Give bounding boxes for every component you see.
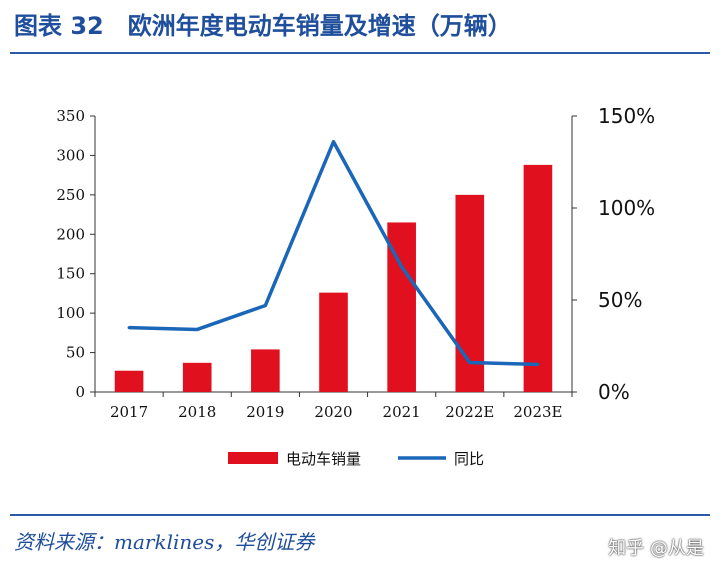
right-tick-label: 0% bbox=[598, 380, 630, 404]
yoy-point bbox=[195, 327, 199, 331]
legend-bar-label: 电动车销量 bbox=[286, 450, 361, 468]
right-tick-label: 100% bbox=[598, 196, 655, 220]
left-tick-label: 0 bbox=[75, 383, 85, 401]
yoy-point bbox=[332, 140, 335, 144]
yoy-point bbox=[536, 362, 540, 366]
x-tick-label: 2023E bbox=[513, 403, 562, 421]
right-tick-label: 150% bbox=[598, 104, 655, 128]
watermark: 知乎 @从是 bbox=[608, 538, 704, 559]
left-tick-label: 200 bbox=[56, 225, 85, 243]
bar bbox=[114, 370, 144, 392]
tick-labels: 0 50 100 150 200 250 300 350 0% 50% 100% 150% 2017 20… bbox=[56, 104, 655, 421]
legend: 电动车销量 同比 bbox=[228, 450, 484, 468]
x-tick-label: 2022E bbox=[445, 403, 494, 421]
chart: 0 50 100 150 200 250 300 350 0% 50% 100% 150% 2017 20… bbox=[56, 104, 655, 468]
bar bbox=[455, 194, 485, 392]
yoy-point bbox=[400, 265, 404, 269]
bar bbox=[523, 164, 553, 392]
yoy-point bbox=[468, 361, 472, 365]
x-tick-label: 2017 bbox=[110, 403, 148, 421]
legend-bar-swatch bbox=[228, 452, 278, 464]
right-tick-label: 50% bbox=[598, 288, 642, 312]
source-divider bbox=[10, 514, 710, 516]
yoy-point bbox=[127, 326, 131, 330]
x-tick-label: 2018 bbox=[178, 403, 216, 421]
left-tick-label: 300 bbox=[56, 146, 85, 164]
left-tick-label: 50 bbox=[66, 344, 85, 362]
left-tick-label: 150 bbox=[56, 265, 85, 283]
left-tick-label: 100 bbox=[56, 304, 85, 322]
yoy-point bbox=[263, 304, 267, 308]
bar bbox=[319, 292, 348, 392]
line-series bbox=[127, 140, 540, 367]
x-tick-label: 2021 bbox=[383, 403, 421, 421]
bar bbox=[251, 349, 280, 392]
legend-line-label: 同比 bbox=[454, 450, 484, 468]
left-tick-label: 250 bbox=[56, 186, 85, 204]
source-note: 资料来源：marklines，华创证券 bbox=[14, 530, 315, 554]
bar bbox=[182, 362, 212, 392]
figure-title: 图表 32 欧洲年度电动车销量及增速（万辆） bbox=[14, 12, 512, 40]
title-divider bbox=[10, 52, 710, 54]
x-tick-label: 2019 bbox=[246, 403, 284, 421]
bar-series bbox=[114, 164, 553, 392]
x-tick-label: 2020 bbox=[314, 403, 352, 421]
left-tick-label: 350 bbox=[56, 107, 85, 125]
